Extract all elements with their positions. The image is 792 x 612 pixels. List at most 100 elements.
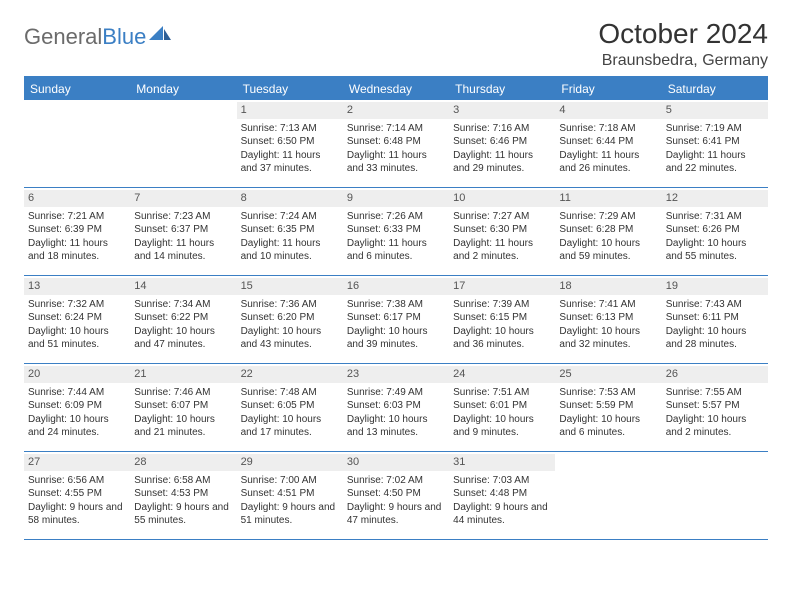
day-cell: 20Sunrise: 7:44 AMSunset: 6:09 PMDayligh… (24, 364, 130, 451)
weekday-header: Wednesday (343, 78, 449, 100)
daylight-text: Daylight: 10 hours and 13 minutes. (347, 413, 445, 440)
sunset-text: Sunset: 6:26 PM (666, 223, 764, 237)
sunrise-text: Sunrise: 7:31 AM (666, 210, 764, 224)
day-cell: 29Sunrise: 7:00 AMSunset: 4:51 PMDayligh… (237, 452, 343, 539)
day-number: 3 (449, 102, 555, 119)
sunrise-text: Sunrise: 6:58 AM (134, 474, 232, 488)
title-location: Braunsbedra, Germany (598, 52, 768, 70)
sunset-text: Sunset: 6:24 PM (28, 311, 126, 325)
sunrise-text: Sunrise: 7:18 AM (559, 122, 657, 136)
daylight-text: Daylight: 11 hours and 37 minutes. (241, 149, 339, 176)
sunset-text: Sunset: 6:28 PM (559, 223, 657, 237)
sunrise-text: Sunrise: 7:16 AM (453, 122, 551, 136)
sunrise-text: Sunrise: 7:46 AM (134, 386, 232, 400)
sunrise-text: Sunrise: 7:34 AM (134, 298, 232, 312)
logo-text-gray: General (24, 24, 102, 50)
day-cell (130, 100, 236, 187)
day-cell: 12Sunrise: 7:31 AMSunset: 6:26 PMDayligh… (662, 188, 768, 275)
weekday-header: Friday (555, 78, 661, 100)
week-row: 13Sunrise: 7:32 AMSunset: 6:24 PMDayligh… (24, 276, 768, 364)
day-cell: 24Sunrise: 7:51 AMSunset: 6:01 PMDayligh… (449, 364, 555, 451)
day-number: 15 (237, 278, 343, 295)
day-cell: 13Sunrise: 7:32 AMSunset: 6:24 PMDayligh… (24, 276, 130, 363)
day-cell: 27Sunrise: 6:56 AMSunset: 4:55 PMDayligh… (24, 452, 130, 539)
week-row: 1Sunrise: 7:13 AMSunset: 6:50 PMDaylight… (24, 100, 768, 188)
sunset-text: Sunset: 6:48 PM (347, 135, 445, 149)
sunrise-text: Sunrise: 7:41 AM (559, 298, 657, 312)
day-number: 30 (343, 454, 449, 471)
sunset-text: Sunset: 6:46 PM (453, 135, 551, 149)
day-number: 8 (237, 190, 343, 207)
day-cell: 3Sunrise: 7:16 AMSunset: 6:46 PMDaylight… (449, 100, 555, 187)
day-number: 26 (662, 366, 768, 383)
day-cell: 10Sunrise: 7:27 AMSunset: 6:30 PMDayligh… (449, 188, 555, 275)
day-cell: 26Sunrise: 7:55 AMSunset: 5:57 PMDayligh… (662, 364, 768, 451)
logo-text-blue: Blue (102, 24, 146, 50)
day-number: 16 (343, 278, 449, 295)
calendar: Sunday Monday Tuesday Wednesday Thursday… (24, 76, 768, 540)
sunrise-text: Sunrise: 7:32 AM (28, 298, 126, 312)
header: GeneralBlue October 2024 Braunsbedra, Ge… (24, 18, 768, 70)
daylight-text: Daylight: 10 hours and 36 minutes. (453, 325, 551, 352)
daylight-text: Daylight: 10 hours and 21 minutes. (134, 413, 232, 440)
daylight-text: Daylight: 10 hours and 24 minutes. (28, 413, 126, 440)
sunrise-text: Sunrise: 7:55 AM (666, 386, 764, 400)
day-cell: 17Sunrise: 7:39 AMSunset: 6:15 PMDayligh… (449, 276, 555, 363)
day-cell: 23Sunrise: 7:49 AMSunset: 6:03 PMDayligh… (343, 364, 449, 451)
day-cell: 9Sunrise: 7:26 AMSunset: 6:33 PMDaylight… (343, 188, 449, 275)
daylight-text: Daylight: 9 hours and 47 minutes. (347, 501, 445, 528)
sunset-text: Sunset: 6:17 PM (347, 311, 445, 325)
week-row: 27Sunrise: 6:56 AMSunset: 4:55 PMDayligh… (24, 452, 768, 540)
day-cell: 6Sunrise: 7:21 AMSunset: 6:39 PMDaylight… (24, 188, 130, 275)
daylight-text: Daylight: 11 hours and 26 minutes. (559, 149, 657, 176)
day-number: 22 (237, 366, 343, 383)
sunrise-text: Sunrise: 7:29 AM (559, 210, 657, 224)
day-number: 29 (237, 454, 343, 471)
sunrise-text: Sunrise: 7:49 AM (347, 386, 445, 400)
day-number: 24 (449, 366, 555, 383)
daylight-text: Daylight: 11 hours and 2 minutes. (453, 237, 551, 264)
sunrise-text: Sunrise: 7:13 AM (241, 122, 339, 136)
sunrise-text: Sunrise: 7:27 AM (453, 210, 551, 224)
daylight-text: Daylight: 11 hours and 14 minutes. (134, 237, 232, 264)
day-number: 21 (130, 366, 236, 383)
week-row: 20Sunrise: 7:44 AMSunset: 6:09 PMDayligh… (24, 364, 768, 452)
sunset-text: Sunset: 6:13 PM (559, 311, 657, 325)
sunset-text: Sunset: 5:59 PM (559, 399, 657, 413)
sunset-text: Sunset: 6:41 PM (666, 135, 764, 149)
weekday-header: Monday (130, 78, 236, 100)
sunset-text: Sunset: 6:50 PM (241, 135, 339, 149)
day-cell: 21Sunrise: 7:46 AMSunset: 6:07 PMDayligh… (130, 364, 236, 451)
day-number: 14 (130, 278, 236, 295)
sunset-text: Sunset: 4:51 PM (241, 487, 339, 501)
sunrise-text: Sunrise: 7:44 AM (28, 386, 126, 400)
daylight-text: Daylight: 11 hours and 6 minutes. (347, 237, 445, 264)
day-cell: 2Sunrise: 7:14 AMSunset: 6:48 PMDaylight… (343, 100, 449, 187)
daylight-text: Daylight: 10 hours and 59 minutes. (559, 237, 657, 264)
daylight-text: Daylight: 10 hours and 43 minutes. (241, 325, 339, 352)
day-number: 2 (343, 102, 449, 119)
day-number: 25 (555, 366, 661, 383)
sunset-text: Sunset: 6:20 PM (241, 311, 339, 325)
sunrise-text: Sunrise: 7:00 AM (241, 474, 339, 488)
day-number: 31 (449, 454, 555, 471)
sunset-text: Sunset: 6:35 PM (241, 223, 339, 237)
sunrise-text: Sunrise: 7:53 AM (559, 386, 657, 400)
day-cell (24, 100, 130, 187)
day-number: 27 (24, 454, 130, 471)
day-cell (555, 452, 661, 539)
sunrise-text: Sunrise: 7:26 AM (347, 210, 445, 224)
sunrise-text: Sunrise: 7:21 AM (28, 210, 126, 224)
logo: GeneralBlue (24, 18, 171, 50)
daylight-text: Daylight: 11 hours and 33 minutes. (347, 149, 445, 176)
sunset-text: Sunset: 6:09 PM (28, 399, 126, 413)
day-number: 17 (449, 278, 555, 295)
day-number: 5 (662, 102, 768, 119)
day-cell: 19Sunrise: 7:43 AMSunset: 6:11 PMDayligh… (662, 276, 768, 363)
weekday-header: Tuesday (237, 78, 343, 100)
title-block: October 2024 Braunsbedra, Germany (598, 18, 768, 70)
daylight-text: Daylight: 10 hours and 32 minutes. (559, 325, 657, 352)
sunrise-text: Sunrise: 7:23 AM (134, 210, 232, 224)
day-number: 23 (343, 366, 449, 383)
weeks-container: 1Sunrise: 7:13 AMSunset: 6:50 PMDaylight… (24, 100, 768, 540)
